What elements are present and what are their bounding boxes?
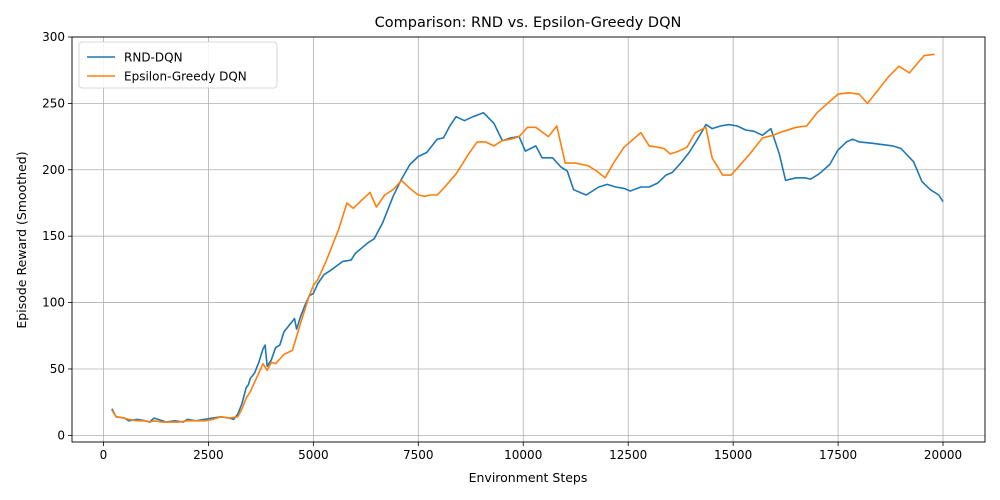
- grid-lines: [72, 36, 985, 442]
- series-line-0: [111, 111, 944, 423]
- y-tick-label: 50: [50, 362, 65, 376]
- y-tick-label: 0: [57, 428, 65, 442]
- x-tick-label: 10000: [504, 448, 542, 462]
- chart-title: Comparison: RND vs. Epsilon-Greedy DQN: [375, 15, 682, 31]
- y-tick-label: 250: [42, 96, 65, 110]
- legend-label: RND-DQN: [124, 51, 183, 65]
- x-tick-label: 7500: [403, 448, 434, 462]
- y-tick-label: 100: [42, 296, 65, 310]
- y-axis: 0 50 100 150 200 250 300: [42, 30, 72, 442]
- axes-frame: [71, 36, 986, 443]
- x-tick-label: 2500: [193, 448, 224, 462]
- y-tick-label: 300: [42, 30, 65, 44]
- y-tick-label: 200: [42, 163, 65, 177]
- legend: RND-DQN Epsilon-Greedy DQN: [78, 41, 278, 89]
- series-layer: [111, 53, 944, 423]
- x-tick-label: 17500: [819, 448, 857, 462]
- y-tick-label: 150: [42, 229, 65, 243]
- x-tick-label: 15000: [714, 448, 752, 462]
- legend-label: Epsilon-Greedy DQN: [124, 70, 247, 84]
- x-tick-label: 20000: [924, 448, 962, 462]
- legend-box: [78, 41, 278, 89]
- x-tick-label: 12500: [609, 448, 647, 462]
- x-tick-label: 5000: [298, 448, 329, 462]
- series-line-1: [111, 53, 935, 423]
- x-tick-label: 0: [100, 448, 108, 462]
- x-axis-label: Environment Steps: [469, 470, 588, 485]
- y-axis-label: Episode Reward (Smoothed): [14, 151, 29, 328]
- x-axis: 0 2500 5000 7500 10000 12500 15000 17500 20000: [100, 442, 962, 462]
